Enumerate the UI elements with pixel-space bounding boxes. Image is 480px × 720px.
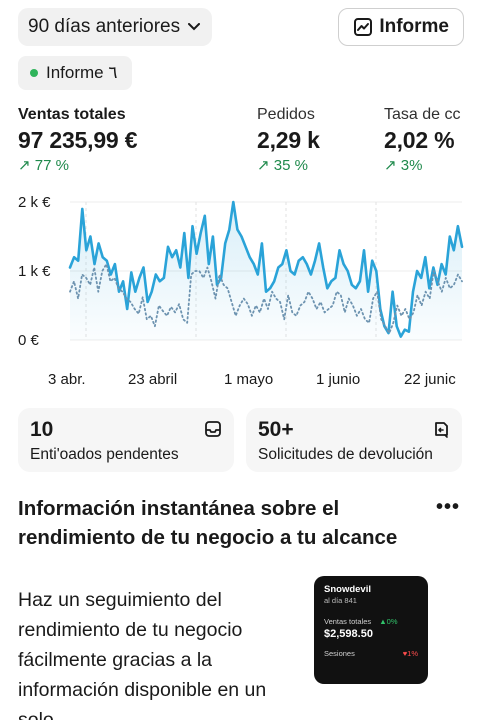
pending-shipments-card[interactable]: 10 Enti'oados pendentes [18,408,234,472]
status-dot-icon [30,69,38,77]
preview-subtitle: al día 841 [324,596,357,605]
x-tick-label: 23 abril [128,371,177,388]
preview-sales-delta: ▲0% [379,617,398,626]
metric-value: 2,02 % [384,127,455,153]
comparison-series-line [69,263,463,334]
preview-sessions-delta: ♥1% [402,649,418,658]
metric-total-sales[interactable]: Ventas totales 97 235,99 € ↗ 77 % [18,106,138,174]
preview-sales-row: Ventas totales ▲0% [324,617,418,626]
metric-delta: ↗ 77 % [18,157,69,174]
x-tick-label: 3 abr. [48,371,86,388]
preview-sessions-row: Sesiones ♥1% [324,649,418,658]
return-box-icon [435,422,448,438]
metric-value: 97 235,99 € [18,127,138,153]
metric-delta: ↗ 3% [384,157,423,174]
preview-sales-amount: $2,598.50 [324,628,373,640]
metric-orders[interactable]: Pedidos 2,29 k ↗ 35 % [257,106,320,174]
insight-title: Información instantánea sobre el rendimi… [18,497,398,549]
card-number: 10 [30,418,54,441]
preview-sessions-label: Sesiones [324,649,355,658]
sales-series-line [68,200,464,338]
y-tick-label: 1 k € [18,263,51,280]
metric-label: Ventas totales [18,106,126,123]
report-button[interactable]: Informe [338,8,464,46]
date-range-label: 90 días anteriores [28,16,181,37]
metric-value: 2,29 k [257,127,320,153]
metric-delta: ↗ 35 % [257,157,308,174]
summary-cards: 10 Enti'oados pendentes 50+ Solicitudes … [18,408,462,472]
inbox-icon [205,421,221,437]
card-label: Enti'oados pendentes [30,446,179,463]
y-tick-label: 0 € [18,332,40,349]
card-number: 50+ [258,418,294,441]
metric-label: Tasa de cc [384,106,461,123]
chevron-down-icon [188,20,201,34]
card-label: Solicitudes de devolución [258,446,433,463]
metrics-row: Ventas totales 97 235,99 € ↗ 77 % Pedido… [18,106,480,176]
metric-conversion-rate[interactable]: Tasa de cc 2,02 % ↗ 3% [384,106,460,174]
metric-label: Pedidos [257,106,315,123]
live-report-chip[interactable]: Informe ٦ [18,56,132,90]
top-bar: 90 días anteriores Informe [18,8,464,46]
x-tick-label: 1 mayo [224,371,273,388]
x-tick-label: 22 junic [404,371,456,388]
series-area [70,202,462,340]
return-requests-card[interactable]: 50+ Solicitudes de devolución [246,408,462,472]
chart-image-icon [354,18,373,36]
phone-preview-image: Snowdevil al día 841 Ventas totales ▲0% … [314,576,428,684]
preview-sales-label: Ventas totales [324,617,372,626]
report-button-label: Informe [379,16,449,37]
chip-label: Informe ٦ [46,63,118,82]
sales-line-chart[interactable]: 2 k € 1 k € 0 € 3 abr. 23 abril 1 mayo 1… [0,186,480,398]
x-tick-label: 1 junio [316,371,360,388]
more-options-icon[interactable]: ••• [435,496,460,518]
y-tick-label: 2 k € [18,194,51,211]
preview-store-name: Snowdevil [324,584,371,595]
insight-body: Haz un seguimiento del rendimiento de tu… [18,589,267,720]
date-range-button[interactable]: 90 días anteriores [18,8,213,46]
